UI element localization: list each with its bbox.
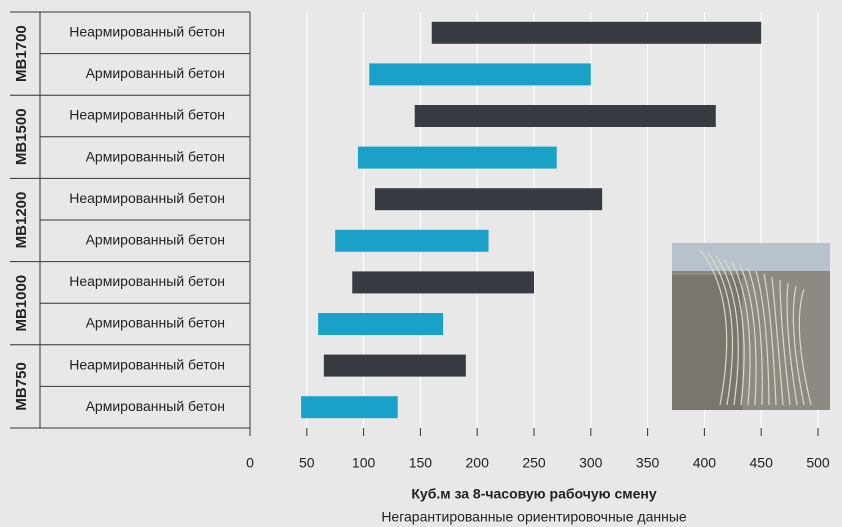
group-label: MB1700 [13,25,30,82]
range-bar [301,396,398,419]
group-label: MB1500 [13,108,30,165]
group-label: MB1000 [13,275,30,332]
x-tick-label: 500 [806,455,830,471]
photo-fiber [739,264,757,406]
x-axis-title: Куб.м за 8-часовую рабочую смену [411,486,656,502]
row-label: Армированный бетон [86,232,225,248]
x-tick-label: 250 [522,455,546,471]
range-bar [323,354,466,377]
range-bar [357,146,557,169]
x-tick-label: 300 [579,455,603,471]
photo-fiber [771,276,784,406]
group-label: MB750 [13,362,30,410]
x-tick-label: 450 [750,455,774,471]
photo-fiber [763,273,777,406]
row-label: Неармированный бетон [69,24,225,40]
row-label: Армированный бетон [86,315,225,331]
range-bar [374,188,603,211]
photo-sky [672,243,830,271]
photo-wall [672,275,742,410]
row-label: Неармированный бетон [69,273,225,289]
photo [672,243,830,410]
row-label: Неармированный бетон [69,356,225,372]
x-tick-label: 100 [352,455,376,471]
row-label: Армированный бетон [86,65,225,81]
photo-fiber [699,249,728,406]
photo-fiber [731,261,751,406]
photo-fiber [715,255,739,406]
range-bar [414,105,716,127]
photo-fiber [707,252,734,406]
x-tick-label: 200 [466,455,490,471]
row-label: Неармированный бетон [69,190,225,206]
row-label: Армированный бетон [86,398,225,414]
photo-fiber [792,285,805,406]
photo-fiber [747,267,763,406]
x-tick-label: 50 [299,455,315,471]
range-bar [369,63,591,86]
range-bar [335,229,489,252]
range-bar [318,313,444,335]
row-label: Армированный бетон [86,148,225,164]
photo-fiber [755,270,770,406]
row-label: Неармированный бетон [69,107,225,123]
photo-fiber [779,279,791,406]
photo-fiber [798,288,812,406]
range-bar [431,21,762,44]
note: Негарантированные ориентировочные данные [381,509,687,525]
x-tick-label: 350 [636,455,660,471]
x-tick-label: 400 [693,455,717,471]
x-tick-label: 0 [246,455,254,471]
range-bar [352,271,534,294]
group-label: MB1200 [13,192,30,249]
photo-fiber [723,258,745,406]
x-tick-label: 150 [409,455,433,471]
photo-fiber [786,282,798,406]
